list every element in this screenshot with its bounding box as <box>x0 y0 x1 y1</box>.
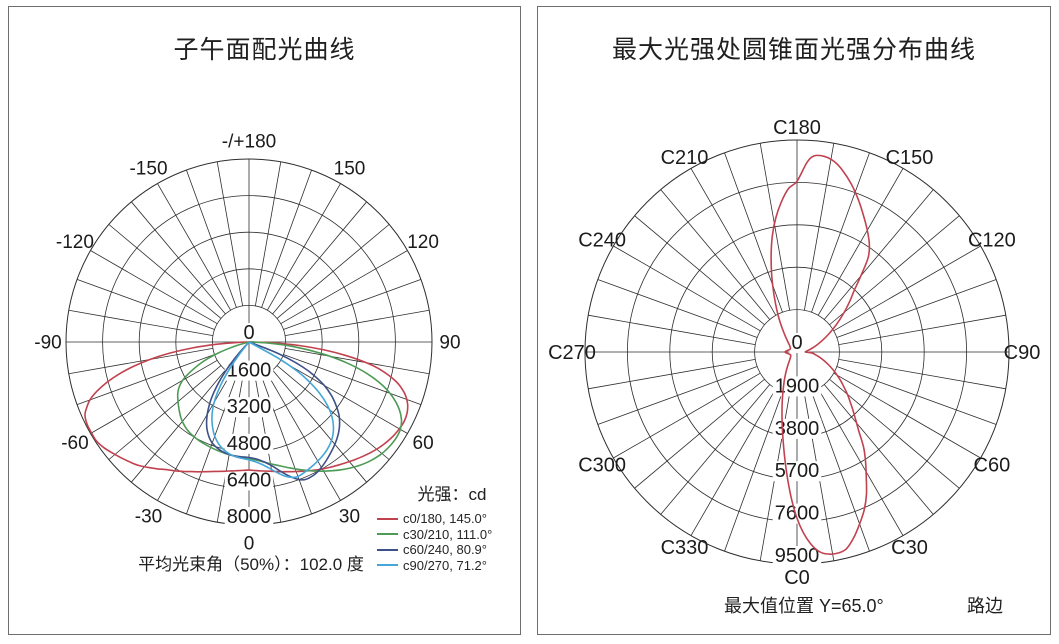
svg-text:-/+180: -/+180 <box>222 132 276 153</box>
cone-chart-title: 最大光强处圆锥面光强分布曲线 <box>611 36 976 64</box>
svg-text:3200: 3200 <box>227 396 272 418</box>
legend-item-c30-210: c30/210, 111.0° <box>377 526 520 543</box>
svg-text:8000: 8000 <box>227 506 272 528</box>
svg-text:150: 150 <box>334 159 366 180</box>
svg-text:C60: C60 <box>974 455 1011 477</box>
legend-label-c0-180: c0/180, 145.0° <box>403 511 487 527</box>
meridian-polar-chart: -/+180 150 120 90 60 30 0 -30 -60 -90 -120 -150 0 160… <box>34 132 460 555</box>
svg-text:C0: C0 <box>784 567 810 589</box>
legend-label-c60-240: c60/240, 80.9° <box>403 542 487 558</box>
average-beam-angle-note: 平均光束角（50%）：102.0 度 <box>138 555 364 574</box>
legend-item-c0-180: c0/180, 145.0° <box>377 511 520 527</box>
cone-polar-chart: C0 C30 C60 C90 C120 C150 C180 C210 C240 C270 C300 C… <box>548 117 1041 589</box>
svg-text:0: 0 <box>244 534 255 555</box>
svg-text:120: 120 <box>407 232 439 253</box>
svg-text:5700: 5700 <box>775 460 820 482</box>
legend-swatch-c0-180 <box>377 517 398 520</box>
legend-swatch-c30-210 <box>377 533 398 536</box>
meridian-chart-title: 子午面配光曲线 <box>173 36 356 64</box>
svg-text:C240: C240 <box>578 230 626 252</box>
svg-text:1900: 1900 <box>775 375 820 397</box>
svg-text:4800: 4800 <box>227 433 272 455</box>
svg-text:0: 0 <box>791 332 802 354</box>
svg-text:C90: C90 <box>1004 342 1041 364</box>
svg-text:7600: 7600 <box>775 503 820 525</box>
svg-text:C300: C300 <box>578 455 626 477</box>
svg-text:C180: C180 <box>773 117 821 139</box>
svg-text:3800: 3800 <box>775 418 820 440</box>
svg-text:90: 90 <box>439 333 460 354</box>
svg-text:60: 60 <box>413 433 434 454</box>
svg-text:-150: -150 <box>129 159 167 180</box>
svg-text:C330: C330 <box>661 537 709 559</box>
cone-distribution-panel: 最大光强处圆锥面光强分布曲线 C0 C30 C60 C90 C120 C150 C180 C2… <box>537 6 1051 635</box>
legend-swatch-c60-240 <box>377 548 398 551</box>
svg-text:1600: 1600 <box>227 360 272 382</box>
svg-text:-90: -90 <box>34 333 61 354</box>
svg-text:30: 30 <box>339 507 360 528</box>
svg-text:9500: 9500 <box>775 545 820 567</box>
legend-item-c60-240: c60/240, 80.9° <box>377 542 520 558</box>
legend-label-c30-210: c30/210, 111.0° <box>403 526 493 542</box>
legend-title: 光强：cd <box>417 485 487 504</box>
svg-text:C30: C30 <box>891 537 928 559</box>
svg-text:6400: 6400 <box>227 469 272 491</box>
roadside-label: 路边 <box>967 596 1003 616</box>
svg-text:-120: -120 <box>56 232 94 253</box>
max-position-note: 最大值位置 Y=65.0° <box>724 596 884 616</box>
svg-text:C270: C270 <box>548 342 596 364</box>
legend-swatch-c90-270 <box>377 564 398 567</box>
legend-item-c90-270: c90/270, 71.2° <box>377 557 520 574</box>
svg-text:-30: -30 <box>135 507 162 528</box>
legend-label-c90-270: c90/270, 71.2° <box>403 557 487 573</box>
svg-text:C120: C120 <box>968 230 1016 252</box>
svg-text:-60: -60 <box>61 433 88 454</box>
svg-text:0: 0 <box>243 322 254 344</box>
meridian-plane-panel: 子午面配光曲线 -/+180 150 120 90 60 30 0 -30 -60 -90 -120… <box>8 6 521 635</box>
intensity-legend: 光强：cd c0/180, 145.0° c30/210, 111.0° c60… <box>377 480 520 574</box>
svg-text:C210: C210 <box>661 147 709 169</box>
svg-text:C150: C150 <box>886 147 934 169</box>
